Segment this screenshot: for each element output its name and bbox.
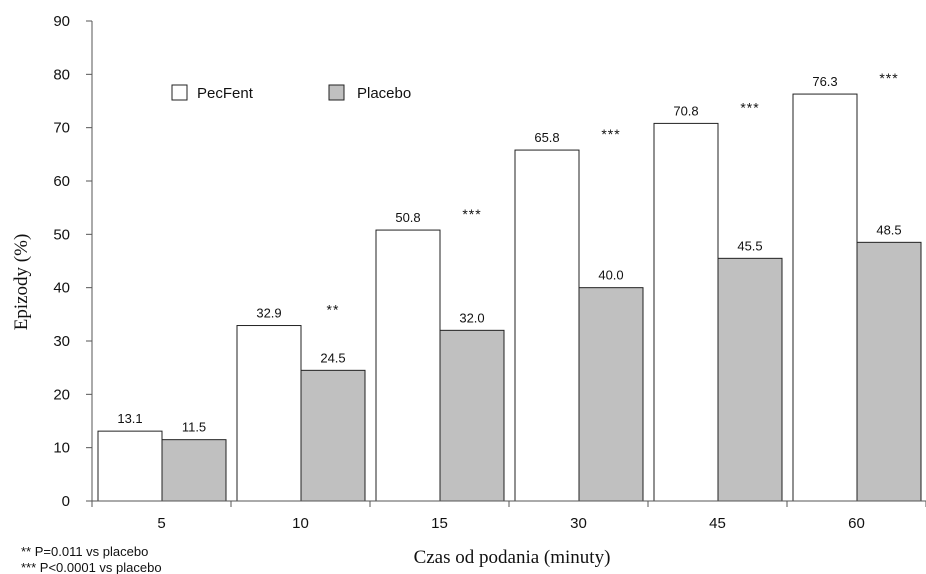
bar-placebo (300, 369, 366, 502)
y-tick-label: 10 (53, 440, 70, 457)
data-label: 13.1 (117, 411, 142, 426)
y-tick-label: 70 (53, 120, 70, 137)
data-label: 24.5 (320, 350, 345, 365)
data-label: 45.5 (737, 238, 762, 253)
data-label: 32.9 (256, 306, 281, 321)
legend: PecFent Placebo (171, 84, 411, 102)
significance-marker: *** (601, 126, 620, 142)
footnote-2-text: *** P<0.0001 vs placebo (21, 560, 162, 574)
y-tick-label: 30 (53, 333, 70, 350)
y-tick-label: 20 (53, 386, 70, 403)
x-tick-label: 60 (848, 515, 865, 532)
bar-placebo (717, 257, 783, 502)
labels-layer: 5 13.1 11.5 10 32.9 24.5 ** 15 50.8 32.0 *** 30 65.8… (117, 70, 901, 532)
y-tick-label: 80 (53, 66, 70, 83)
y-tick-label: 60 (53, 173, 70, 190)
footnotes: ** P=0.011 vs placebo *** P<0.0001 vs pl… (21, 544, 162, 574)
x-tick-label: 30 (570, 515, 587, 532)
significance-marker: *** (462, 206, 481, 222)
footnote-1-text: ** P=0.011 vs placebo (21, 544, 148, 559)
significance-marker: ** (327, 302, 340, 318)
bar-placebo (578, 287, 644, 502)
y-tick-label: 90 (53, 13, 70, 30)
legend-swatch-placebo (328, 84, 345, 101)
x-axis-title: Czas od podania (minuty) (414, 547, 611, 568)
x-tick-label: 10 (292, 515, 309, 532)
bar-placebo (439, 329, 505, 502)
bar-pecfent (375, 229, 441, 502)
data-label: 40.0 (598, 268, 623, 283)
bar-pecfent (236, 325, 302, 502)
y-tick-label: 40 (53, 280, 70, 297)
legend-label-pecfent: PecFent (197, 85, 254, 102)
data-label: 48.5 (876, 222, 901, 237)
data-label: 32.0 (459, 310, 484, 325)
bar-placebo (161, 439, 227, 502)
bar-pecfent (97, 430, 163, 502)
bars-layer (97, 93, 922, 502)
axes-layer: 0 10 20 30 40 50 60 70 80 90 (53, 13, 926, 510)
y-tick-label: 50 (53, 226, 70, 243)
footnote-1: ** P=0.011 vs placebo (21, 544, 148, 559)
y-tick-label: 0 (62, 493, 70, 510)
significance-marker: *** (879, 70, 898, 86)
data-label: 76.3 (812, 74, 837, 89)
data-label: 11.5 (182, 420, 206, 435)
x-tick-label: 15 (431, 515, 448, 532)
bar-pecfent (514, 149, 580, 502)
x-tick-label: 5 (157, 515, 165, 532)
bar-pecfent (792, 93, 858, 502)
x-tick-label: 45 (709, 515, 726, 532)
significance-marker: *** (740, 99, 759, 115)
bar-pecfent (653, 122, 719, 502)
data-label: 70.8 (673, 103, 698, 118)
footnote-2: *** P<0.0001 vs placebo (21, 560, 162, 574)
y-axis-title: Epizody (%) (11, 234, 32, 331)
legend-swatch-pecfent (171, 84, 188, 101)
data-label: 65.8 (534, 130, 559, 145)
data-label: 50.8 (395, 210, 420, 225)
bar-placebo (856, 241, 922, 502)
legend-label-placebo: Placebo (357, 85, 411, 102)
